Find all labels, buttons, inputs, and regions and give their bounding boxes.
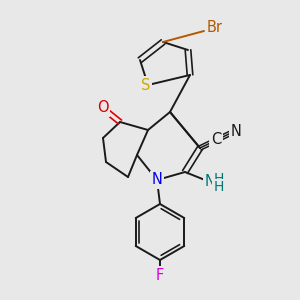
Text: F: F [156, 268, 164, 283]
Text: Br: Br [207, 20, 223, 35]
Text: H: H [214, 172, 224, 186]
Text: O: O [97, 100, 109, 116]
Text: H: H [214, 180, 224, 194]
Text: N: N [205, 175, 215, 190]
Text: C: C [211, 133, 221, 148]
Text: S: S [141, 77, 151, 92]
Text: N: N [231, 124, 242, 140]
Text: N: N [152, 172, 162, 188]
